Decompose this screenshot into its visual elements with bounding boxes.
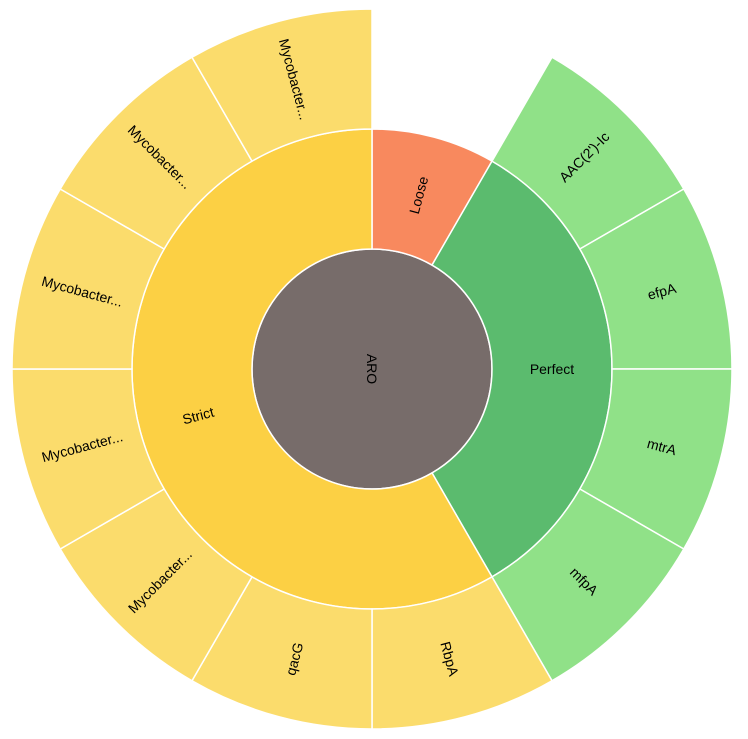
label-perfect-efpa-2: efpA bbox=[646, 280, 679, 303]
label-perfect-mtra-3: mtrA bbox=[645, 435, 678, 458]
sunburst-rings bbox=[11, 8, 733, 730]
label-strict: Strict bbox=[181, 404, 216, 428]
root-label: ARO bbox=[364, 354, 380, 384]
ring-outer-strict-7 bbox=[190, 8, 373, 163]
label-perfect: Perfect bbox=[530, 361, 574, 377]
